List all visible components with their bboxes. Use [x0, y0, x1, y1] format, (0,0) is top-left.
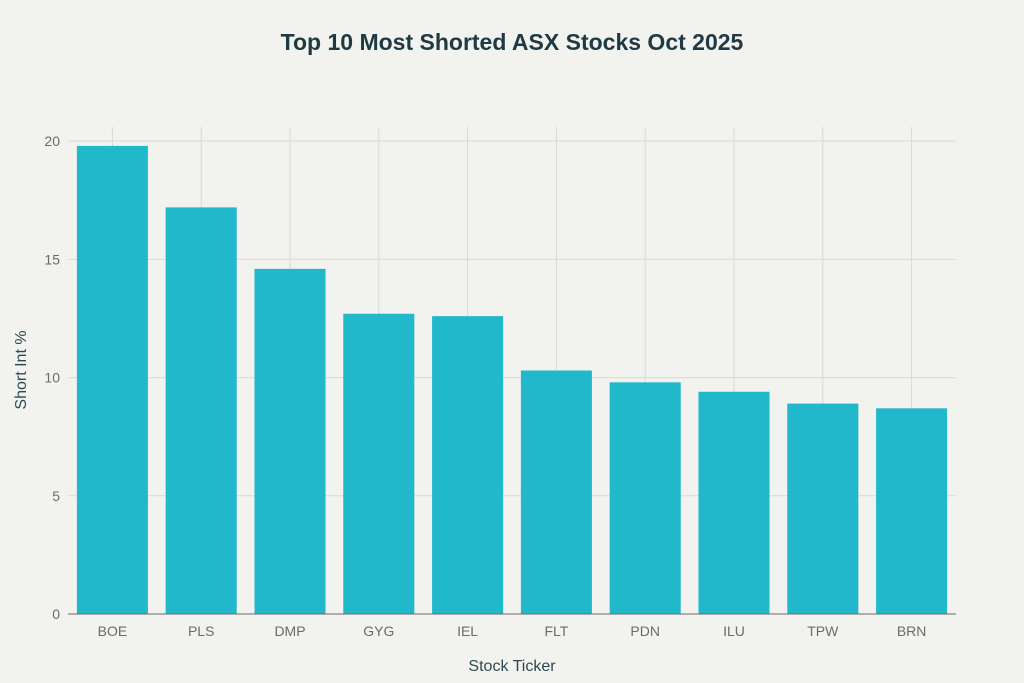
x-tick-label: IEL [457, 623, 478, 639]
y-tick-labels: 0 5 10 15 20 [44, 133, 60, 622]
x-tick-label: PDN [630, 623, 660, 639]
bar-brn [876, 408, 948, 614]
bar-gyg [343, 313, 415, 614]
y-tick-label: 10 [44, 370, 60, 386]
x-tick-label: GYG [363, 623, 394, 639]
y-tick-label: 15 [44, 251, 60, 267]
x-axis-label: Stock Ticker [468, 658, 556, 675]
bar-pls [165, 207, 237, 614]
x-tick-label: BOE [98, 623, 128, 639]
bars [76, 145, 948, 614]
bar-ilu [698, 391, 770, 614]
bar-flt [520, 370, 592, 614]
x-tick-label: PLS [188, 623, 214, 639]
x-tick-label: DMP [274, 623, 305, 639]
bar-boe [76, 145, 148, 614]
y-axis-label: Short Int % [13, 330, 30, 409]
bar-pdn [609, 382, 681, 614]
chart-title: Top 10 Most Shorted ASX Stocks Oct 2025 [281, 29, 744, 55]
y-tick-label: 20 [44, 133, 60, 149]
x-tick-label: BRN [897, 623, 927, 639]
x-tick-label: FLT [544, 623, 568, 639]
y-tick-label: 0 [52, 606, 60, 622]
y-tick-label: 5 [52, 488, 60, 504]
x-tick-label: TPW [807, 623, 839, 639]
bar-iel [432, 316, 504, 614]
bar-dmp [254, 268, 326, 614]
x-tick-labels: BOE PLS DMP GYG IEL FLT PDN ILU TPW BRN [98, 623, 927, 639]
x-tick-label: ILU [723, 623, 745, 639]
bar-tpw [787, 403, 859, 614]
